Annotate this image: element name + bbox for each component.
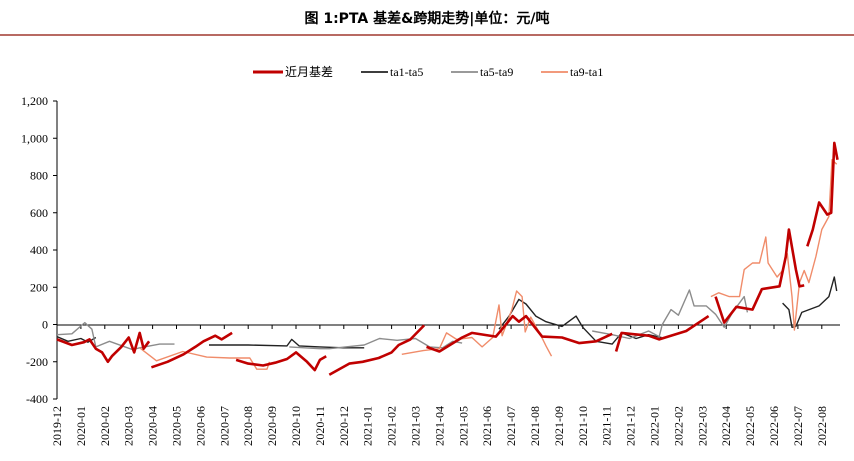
x-tick-label: 2021-12	[624, 406, 638, 446]
x-tick-label: 2020-07	[217, 406, 231, 446]
x-tick-label: 2022-04	[719, 406, 733, 446]
y-tick-label: 0	[42, 318, 48, 332]
x-tick-label: 2021-06	[480, 406, 494, 446]
x-tick-label: 2022-03	[695, 406, 709, 446]
x-tick-label: 2022-06	[767, 406, 781, 446]
chart-title: 图 1:PTA 基差&跨期走势|单位：元/吨	[304, 11, 550, 27]
x-tick-label: 2020-03	[122, 406, 136, 446]
title-divider	[0, 34, 854, 36]
x-tick-label: 2021-07	[504, 406, 518, 446]
x-tick-label: 2022-08	[815, 406, 829, 446]
y-tick-label: 200	[30, 280, 48, 294]
y-tick-label: 400	[30, 243, 48, 257]
x-tick-label: 2020-09	[265, 406, 279, 446]
legend-label: ta5-ta9	[480, 65, 513, 79]
y-tick-label: -200	[26, 355, 48, 369]
x-tick-label: 2020-02	[98, 406, 112, 446]
x-tick-label: 2019-12	[50, 406, 64, 446]
x-tick-label: 2020-06	[193, 406, 207, 446]
x-tick-label: 2022-05	[743, 406, 757, 446]
series-line	[139, 159, 838, 370]
x-tick-label: 2021-05	[456, 406, 470, 446]
x-tick-label: 2020-11	[313, 406, 327, 446]
y-tick-label: 1,200	[21, 94, 48, 108]
x-tick-label: 2022-02	[671, 406, 685, 446]
legend-label: 近月基差	[285, 65, 333, 79]
y-tick-label: -400	[26, 392, 48, 406]
x-tick-label: 2020-10	[289, 406, 303, 446]
y-tick-label: 800	[30, 169, 48, 183]
x-tick-label: 2021-02	[385, 406, 399, 446]
y-tick-label: 1,000	[21, 131, 48, 145]
y-tick-label: 600	[30, 206, 48, 220]
x-tick-label: 2021-08	[528, 406, 542, 446]
x-tick-label: 2020-04	[146, 406, 160, 446]
legend-label: ta9-ta1	[570, 65, 603, 79]
x-tick-label: 2021-03	[409, 406, 423, 446]
series-line	[56, 289, 749, 351]
axes: -400 -200 0 200 400 600 800 1,000 1,200 2019-12 20…	[21, 94, 840, 446]
series-line	[56, 276, 838, 349]
x-tick-label: 2020-05	[170, 406, 184, 446]
x-tick-label: 2021-11	[600, 406, 614, 446]
x-tick-label: 2022-07	[791, 406, 805, 446]
x-tick-label: 2020-12	[337, 406, 351, 446]
x-tick-label: 2021-04	[432, 406, 446, 446]
x-tick-label: 2020-08	[241, 406, 255, 446]
legend: 近月基差 ta1-ta5 ta5-ta9 ta9-ta1	[253, 65, 603, 79]
series-line	[56, 141, 839, 376]
x-tick-label: 2021-10	[576, 406, 590, 446]
series-lines	[56, 141, 839, 376]
x-tick-label: 2021-01	[361, 406, 375, 446]
x-tick-label: 2021-09	[552, 406, 566, 446]
x-tick-label: 2022-01	[648, 406, 662, 446]
legend-label: ta1-ta5	[390, 65, 423, 79]
x-tick-label: 2020-01	[74, 406, 88, 446]
